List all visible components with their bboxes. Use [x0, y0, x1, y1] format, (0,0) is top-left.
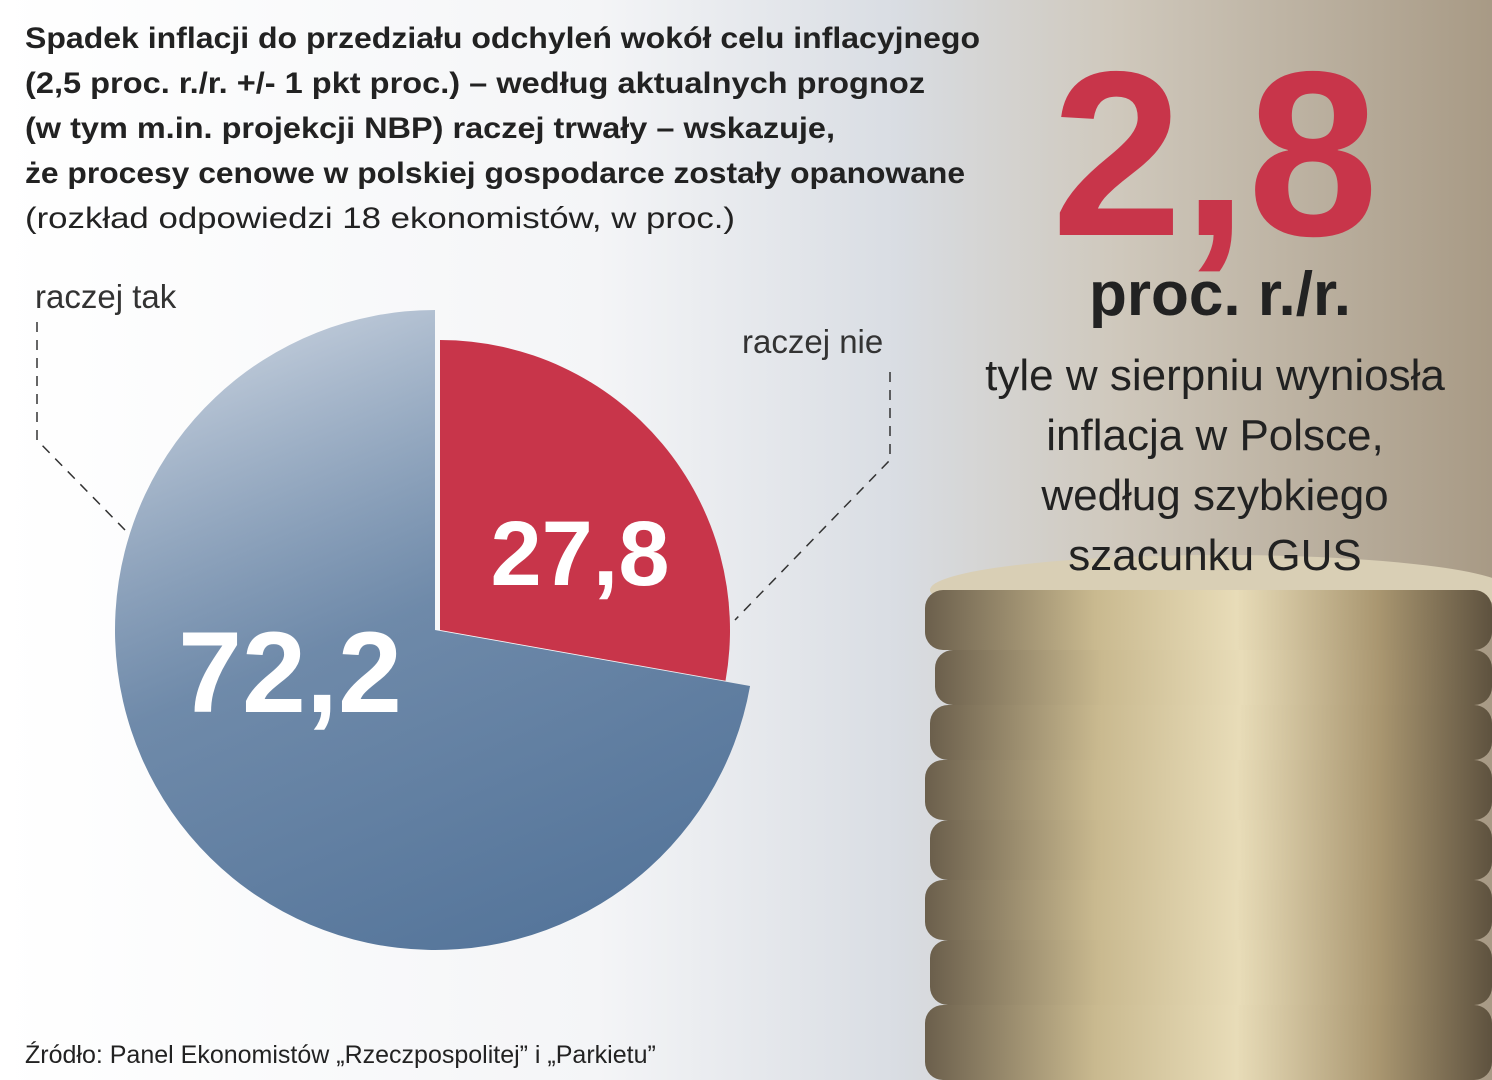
- subtitle: (rozkład odpowiedzi 18 ekonomistów, w pr…: [25, 202, 735, 235]
- pie-slice: [440, 340, 730, 681]
- callout-line: według szybkiego: [1040, 471, 1388, 520]
- callout-line: inflacja w Polsce,: [1046, 411, 1383, 460]
- coin-stack: [925, 555, 1492, 1080]
- title-block: Spadek inflacji do przedziału odchyleń w…: [25, 22, 980, 235]
- title-line: Spadek inflacji do przedziału odchyleń w…: [25, 22, 980, 55]
- callout-line: tyle w sierpniu wyniosła: [985, 351, 1445, 400]
- title-line: że procesy cenowe w polskiej gospodarce …: [25, 157, 965, 190]
- source: Źródło: Panel Ekonomistów „Rzeczpospolit…: [25, 1040, 656, 1069]
- title-line: (2,5 proc. r./r. +/- 1 pkt proc.) – wedł…: [25, 67, 925, 100]
- leader-line: [734, 372, 891, 621]
- leader-line: [36, 322, 126, 531]
- value-label: 72,2: [178, 609, 402, 737]
- callout-text: tyle w sierpniu wyniosła inflacja w Polsc…: [985, 351, 1445, 580]
- callout-unit: proc. r./r.: [1089, 260, 1351, 329]
- callout-value: 2,8: [1052, 22, 1379, 285]
- value-label: 27,8: [490, 503, 669, 605]
- category-label: raczej tak: [35, 278, 177, 315]
- title-line: (w tym m.in. projekcji NBP) raczej trwał…: [25, 112, 835, 145]
- callout-line: szacunku GUS: [1068, 531, 1361, 580]
- pie-slice: [115, 310, 751, 950]
- pie: 27,8 raczej nie 72,2 raczej tak: [35, 278, 891, 950]
- category-label: raczej nie: [742, 323, 883, 360]
